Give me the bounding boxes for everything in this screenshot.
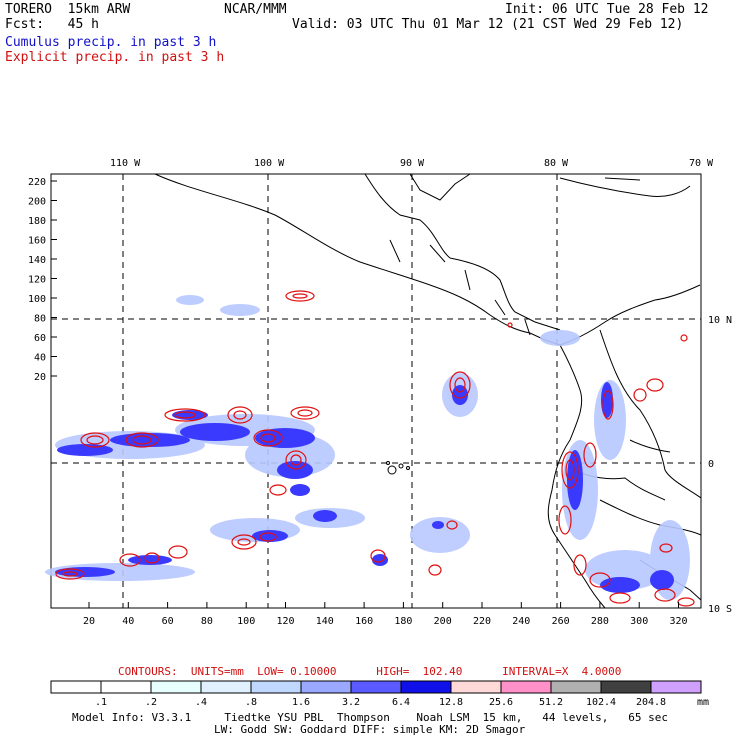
- colorbar-unit: mm: [697, 697, 709, 708]
- coastlines: [154, 173, 702, 609]
- y-tick-label: 140: [28, 255, 46, 266]
- y-tick-label: 80: [34, 314, 46, 325]
- colorbar-swatch: [650, 680, 702, 694]
- x-tick-label: 300: [630, 616, 648, 627]
- y-tick-label: 220: [28, 177, 46, 188]
- x-tick-label: 280: [591, 616, 609, 627]
- lat-label: 0: [708, 459, 714, 470]
- colorbar-swatch: [500, 680, 552, 694]
- x-tick-label: 20: [83, 616, 95, 627]
- x-tick-label: 180: [394, 616, 412, 627]
- legend-explicit: Explicit precip. in past 3 h: [5, 50, 225, 65]
- x-tick-label: 100: [237, 616, 255, 627]
- colorbar-label: 3.2: [342, 697, 360, 708]
- valid-time: Valid: 03 UTC Thu 01 Mar 12 (21 CST Wed …: [292, 17, 684, 32]
- colorbar-swatch: [50, 680, 102, 694]
- colorbar-swatch: [350, 680, 402, 694]
- colorbar-swatch: [300, 680, 352, 694]
- model-title: TORERO 15km ARW: [5, 2, 131, 17]
- lon-label: 70 W: [689, 158, 714, 169]
- colorbar-label: 25.6: [489, 697, 513, 708]
- x-tick-label: 80: [201, 616, 213, 627]
- colorbar-swatch: [250, 680, 302, 694]
- lon-label: 100 W: [254, 158, 285, 169]
- forecast-hour: Fcst: 45 h: [5, 17, 99, 32]
- colorbar-label: 204.8: [636, 697, 666, 708]
- colorbar-label: .8: [245, 697, 257, 708]
- lon-label: 110 W: [110, 158, 141, 169]
- x-tick-label: 140: [316, 616, 334, 627]
- colorbar-swatch: [100, 680, 152, 694]
- x-tick-label: 260: [552, 616, 570, 627]
- colorbar-label: 6.4: [392, 697, 410, 708]
- explicit-precip-contours: [55, 290, 695, 607]
- colorbar-swatch: [150, 680, 202, 694]
- lat-label: 10 S: [708, 604, 732, 615]
- legend-cumulus: Cumulus precip. in past 3 h: [5, 35, 217, 50]
- x-tick-label: 120: [276, 616, 294, 627]
- y-tick-label: 200: [28, 197, 46, 208]
- y-tick-label: 160: [28, 236, 46, 247]
- colorbar-label: .2: [145, 697, 157, 708]
- org-label: NCAR/MMM: [224, 2, 287, 17]
- colorbar-swatch: [450, 680, 502, 694]
- init-time: Init: 06 UTC Tue 28 Feb 12: [505, 2, 709, 17]
- x-tick-label: 320: [669, 616, 687, 627]
- colorbar-swatch: [200, 680, 252, 694]
- x-tick-label: 240: [512, 616, 530, 627]
- y-tick-label: 60: [34, 333, 46, 344]
- model-info-line1: Model Info: V3.3.1 Tiedtke YSU PBL Thomp…: [72, 711, 669, 724]
- colorbar-label: 12.8: [439, 697, 463, 708]
- map-frame: [50, 173, 702, 609]
- y-tick-label: 120: [28, 275, 46, 286]
- x-tick-label: 60: [162, 616, 174, 627]
- colorbar-swatch: [550, 680, 602, 694]
- y-axis-ticks: 220 200 180 160 140 120 100 80 60 40 20: [28, 177, 57, 383]
- y-tick-label: 20: [34, 372, 46, 383]
- lat-label: 10 N: [708, 315, 732, 326]
- colorbar-swatch: [400, 680, 452, 694]
- colorbar-label: .1: [95, 697, 107, 708]
- cumulus-precip-shading: [45, 295, 690, 600]
- contours-info: CONTOURS: UNITS=mm LOW= 0.10000 HIGH= 10…: [118, 665, 622, 678]
- model-info-line2: LW: Godd SW: Goddard DIFF: simple KM: 2D…: [214, 723, 526, 736]
- y-tick-label: 100: [28, 294, 46, 305]
- y-tick-label: 40: [34, 353, 46, 364]
- colorbar-label: .4: [195, 697, 207, 708]
- colorbar: .1 .2 .4 .8 1.6 3.2 6.4 12.8 25.6 51.2 102.4 204.8: [50, 680, 702, 708]
- colorbar-label: 102.4: [586, 697, 616, 708]
- colorbar-label: 51.2: [539, 697, 563, 708]
- x-tick-label: 220: [473, 616, 491, 627]
- y-tick-label: 180: [28, 216, 46, 227]
- lon-label: 90 W: [400, 158, 425, 169]
- x-tick-label: 40: [122, 616, 134, 627]
- colorbar-label: 1.6: [292, 697, 310, 708]
- x-tick-label: 160: [355, 616, 373, 627]
- colorbar-swatch: [600, 680, 652, 694]
- lon-label: 80 W: [544, 158, 569, 169]
- x-axis-ticks: 20 40 60 80 100 120 140 160 180 200 220 240 260 280 30…: [83, 602, 688, 627]
- x-tick-label: 200: [434, 616, 452, 627]
